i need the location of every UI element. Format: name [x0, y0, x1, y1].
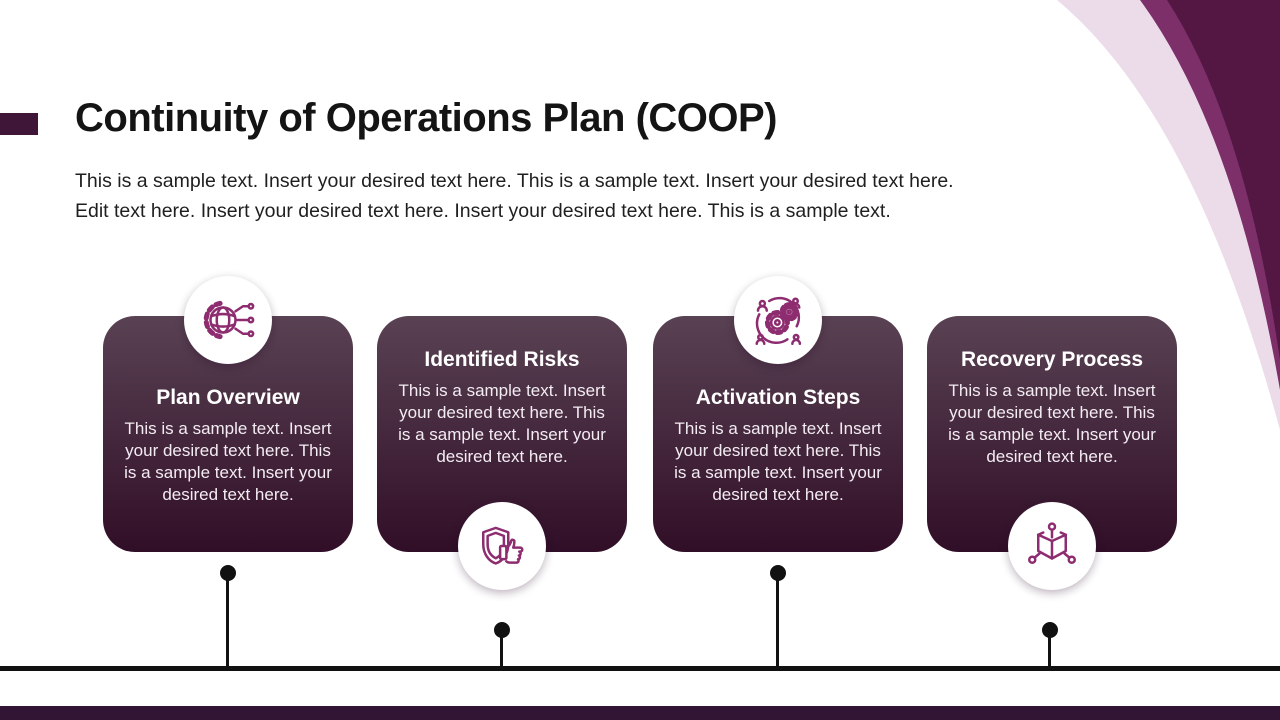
timeline-dot [1042, 622, 1058, 638]
timeline-dot [220, 565, 236, 581]
timeline-stem [500, 630, 503, 668]
card-body: This is a sample text. Insert your desir… [398, 381, 606, 466]
timeline-stem [1048, 630, 1051, 668]
card-title: Identified Risks [424, 348, 580, 371]
gear-globe-circuit-icon [203, 300, 255, 340]
card-plan-overview: Plan Overview This is a sample text. Ins… [103, 276, 353, 552]
card-recovery-process: Recovery Process This is a sample text. … [927, 316, 1177, 590]
card-title: Recovery Process [960, 348, 1144, 371]
gears-team-icon [755, 296, 802, 345]
card-body: This is a sample text. Insert your desir… [674, 419, 882, 504]
icon-circle [184, 276, 272, 364]
card-body: This is a sample text. Insert your desir… [948, 381, 1156, 466]
icon-circle [1008, 502, 1096, 590]
timeline-rule [0, 666, 1280, 671]
timeline-dot [494, 622, 510, 638]
timeline-dot [770, 565, 786, 581]
cube-network-icon [1027, 522, 1076, 564]
corner-curve-dark [1167, 0, 1280, 360]
timeline-stem [776, 573, 779, 668]
shield-thumbs-up-icon [482, 526, 524, 565]
card-title: Plan Overview [156, 386, 300, 409]
footer-bar [0, 706, 1280, 720]
icon-circle [458, 502, 546, 590]
page-title: Continuity of Operations Plan (COOP) [75, 96, 778, 140]
page-subtitle: This is a sample text. Insert your desir… [75, 170, 954, 222]
card-activation-steps: Activation Steps This is a sample text. … [653, 276, 903, 552]
icon-circle [734, 276, 822, 364]
card-body: This is a sample text. Insert your desir… [124, 419, 332, 504]
title-accent-bar [0, 113, 38, 135]
timeline-stem [226, 573, 229, 668]
card-identified-risks: Identified Risks This is a sample text. … [377, 316, 627, 590]
card-title: Activation Steps [695, 386, 861, 409]
